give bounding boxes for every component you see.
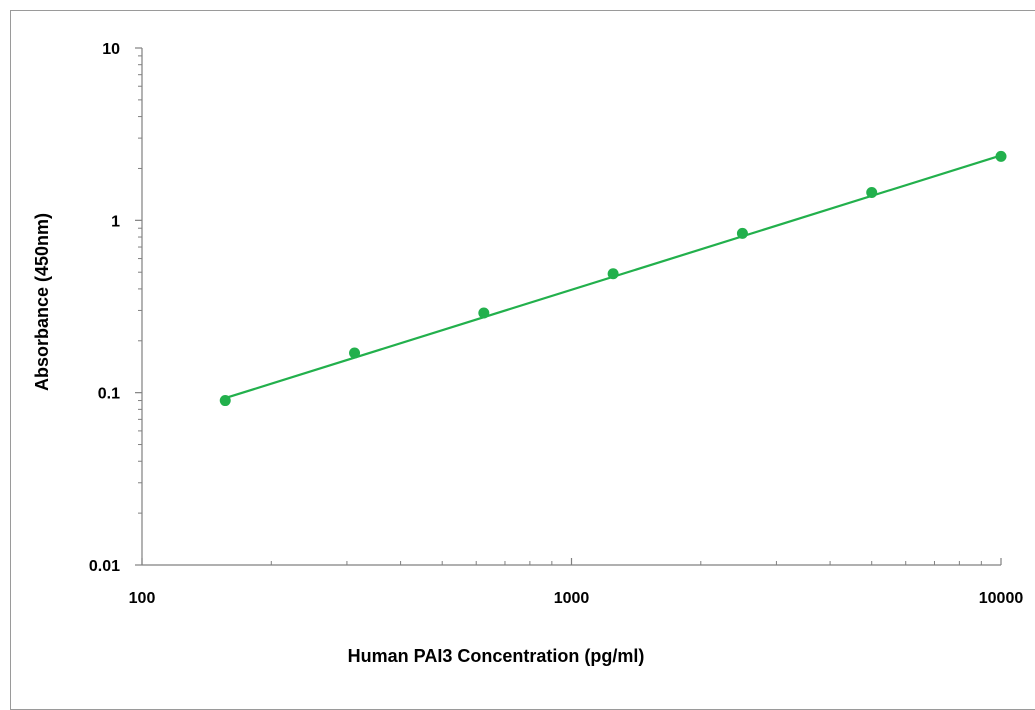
data-point [607, 268, 619, 280]
axes [141, 48, 1001, 566]
data-point [219, 395, 231, 407]
y-tick-label: 1 [111, 213, 120, 230]
tick-labels: 0.01 0.1 1 10 100 1000 10000 [89, 41, 1023, 607]
y-tick-label: 10 [102, 41, 120, 58]
x-tick-label: 100 [129, 590, 156, 607]
x-tick-label: 1000 [554, 590, 590, 607]
data-point [866, 187, 878, 199]
y-tick-label: 0.1 [98, 386, 120, 403]
y-axis-title: Absorbance (450nm) [32, 213, 52, 391]
series [219, 150, 1007, 407]
y-tick-label: 0.01 [89, 558, 120, 575]
tick-marks [135, 47, 1002, 566]
chart: 0.01 0.1 1 10 100 1000 10000 Human PAI3 Concen… [32, 41, 1023, 666]
x-axis-title: Human PAI3 Concentration (pg/ml) [348, 646, 645, 666]
data-point [995, 150, 1007, 162]
data-point [349, 347, 361, 359]
x-tick-label: 10000 [979, 590, 1024, 607]
data-point [736, 227, 748, 239]
data-point [478, 307, 490, 319]
